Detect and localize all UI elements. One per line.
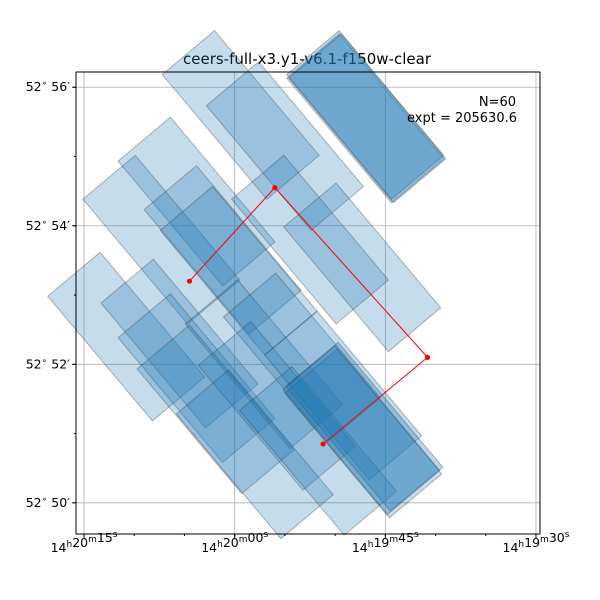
footprint-rect	[175, 369, 334, 540]
x-tick-label-1: 14h20m00s	[201, 530, 268, 555]
footprint-overlap-rect	[286, 29, 445, 200]
path-line	[189, 186, 429, 445]
footprint-16	[175, 369, 334, 540]
footprint-18	[286, 33, 445, 204]
footprint-rect	[283, 182, 442, 353]
footprint-rect	[184, 279, 343, 450]
y-tick-label-1: 52∘ 54′	[26, 218, 70, 233]
axis-ticks: 14h20m15s 14h20m00s 14h19m45s 14h19m30s 52∘ …	[26, 79, 570, 555]
footprint-11	[184, 279, 343, 450]
footprint-5	[205, 61, 365, 232]
footprint-rect	[286, 33, 445, 204]
footprint-10	[117, 293, 276, 464]
dither-path	[186, 185, 431, 447]
footprint-rect	[159, 185, 318, 356]
plot-frame	[75, 71, 541, 535]
footprint-12	[222, 272, 382, 443]
footprint-rect	[205, 61, 365, 232]
footprint-rect	[143, 165, 302, 336]
y-tick-label-3: 52∘ 50′	[26, 495, 70, 510]
grid	[76, 72, 540, 534]
footprint-0	[117, 116, 276, 287]
footprint-1	[82, 154, 241, 325]
footprint-overlap-2	[285, 341, 444, 512]
footprint-rect	[284, 348, 443, 519]
footprint-rect	[238, 365, 398, 536]
footprint-7	[283, 182, 442, 353]
footprint-overlap-3	[282, 345, 441, 516]
footprint-13	[136, 324, 295, 495]
footprint-rect	[136, 324, 295, 495]
footprint-19	[284, 348, 443, 519]
footprint-rect	[263, 310, 423, 481]
chart-title: ceers-full-x3.y1-v6.1-f150w-clear	[183, 50, 432, 68]
footprint-15	[263, 310, 423, 481]
expt-label: expt = 205630.6	[407, 111, 517, 126]
n-label: N=60	[479, 95, 516, 110]
footprint-rect	[117, 293, 276, 464]
footprint-rect	[117, 116, 276, 287]
footprint-3	[161, 29, 320, 200]
footprint-rect	[197, 320, 357, 491]
footprint-overlap-rect	[288, 33, 447, 204]
footprint-14	[197, 320, 357, 491]
footprint-overlap-0	[286, 29, 445, 200]
footprint-rect	[161, 29, 320, 200]
footprint-rect	[100, 258, 259, 429]
footprint-rect	[230, 154, 390, 325]
path-point-0	[186, 278, 193, 284]
x-tick-label-0: 14h20m15s	[51, 530, 118, 555]
footprint-2	[143, 165, 302, 336]
footprint-rect	[222, 272, 382, 443]
footprint-9	[100, 258, 259, 429]
path-point-2	[424, 354, 431, 360]
footprint-overlap-rect	[285, 341, 444, 512]
path-point-3	[320, 441, 326, 447]
footprint-4	[159, 185, 318, 356]
y-tick-label-0: 52∘ 56′	[26, 79, 70, 94]
footprints	[47, 29, 447, 540]
x-tick-label-2: 14h19m45s	[352, 530, 419, 555]
footprint-overlap-1	[288, 33, 447, 204]
footprint-8	[47, 251, 206, 422]
footprint-overlap-rect	[282, 345, 441, 516]
footprint-rect	[82, 154, 241, 325]
footprint-17	[238, 365, 398, 536]
y-tick-label-2: 52∘ 52′	[26, 356, 70, 371]
footprint-rect	[47, 251, 206, 422]
footprint-6	[230, 154, 390, 325]
x-tick-label-3: 14h19m30s	[503, 530, 570, 555]
path-point-1	[272, 185, 278, 191]
